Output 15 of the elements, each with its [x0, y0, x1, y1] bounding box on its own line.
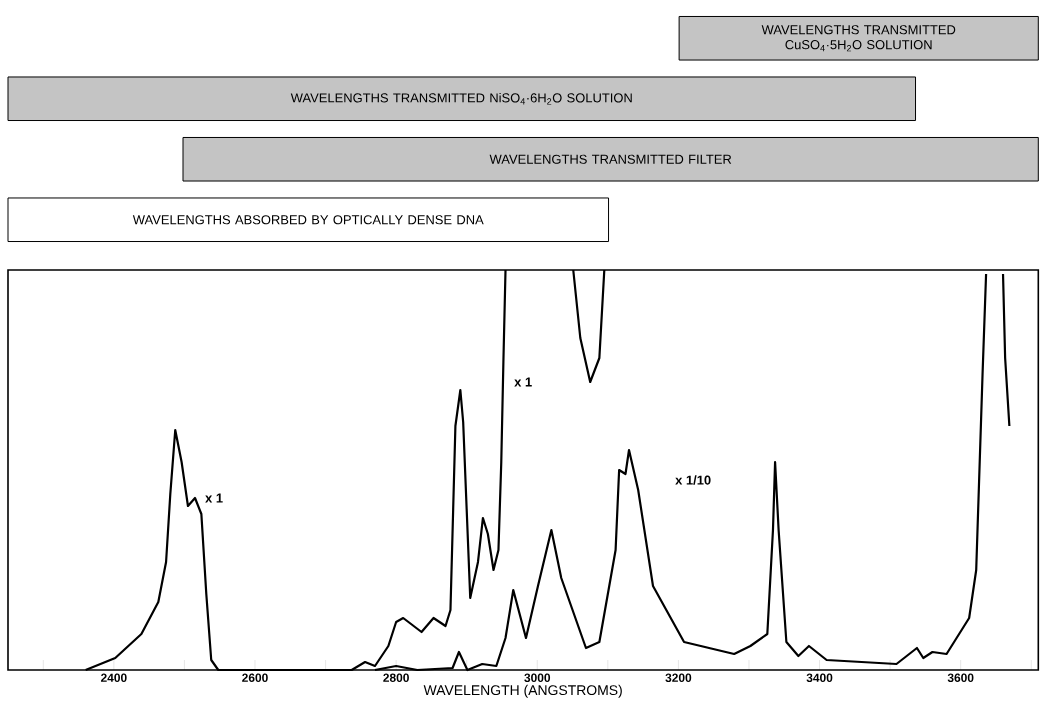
annotation: x 1/10: [675, 475, 711, 485]
annotation: x 1: [205, 493, 223, 503]
x-tick-label: 2600: [242, 673, 268, 682]
x-tick-label: 2800: [383, 673, 409, 682]
y-tick-label: WAVELENGTHS TRANSMITTED CuSO$_{4}$·5H$_{2}$O SOLUTION: [761, 25, 956, 52]
x-tick-label: 3600: [947, 673, 974, 683]
x-axis-title: WAVELENGTH (ANGSTROMS): [423, 684, 622, 698]
x-tick-label: 3000: [524, 673, 551, 683]
y-tick-label: WAVELENGTHS TRANSMITTED NiSO$_{4}$·6H$_{2}$O SOLUTION: [290, 92, 632, 105]
x-tick-label: 3400: [806, 673, 833, 683]
y-tick-label: WAVELENGTHS ABSORBED BY OPTICALLY DENSE DNA: [132, 215, 484, 225]
x-tick-label: 2400: [100, 673, 127, 682]
y-tick-label: WAVELENGTHS TRANSMITTED FILTER: [489, 154, 732, 164]
x-tick-label: 3200: [665, 673, 692, 683]
annotation: x 1: [514, 377, 532, 387]
